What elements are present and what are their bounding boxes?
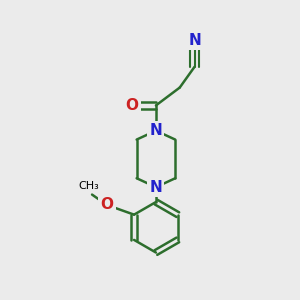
Text: N: N bbox=[150, 123, 162, 138]
Text: O: O bbox=[126, 98, 139, 113]
Text: O: O bbox=[100, 197, 113, 212]
Text: N: N bbox=[150, 180, 162, 195]
Text: CH₃: CH₃ bbox=[79, 181, 99, 191]
Text: N: N bbox=[188, 32, 201, 47]
